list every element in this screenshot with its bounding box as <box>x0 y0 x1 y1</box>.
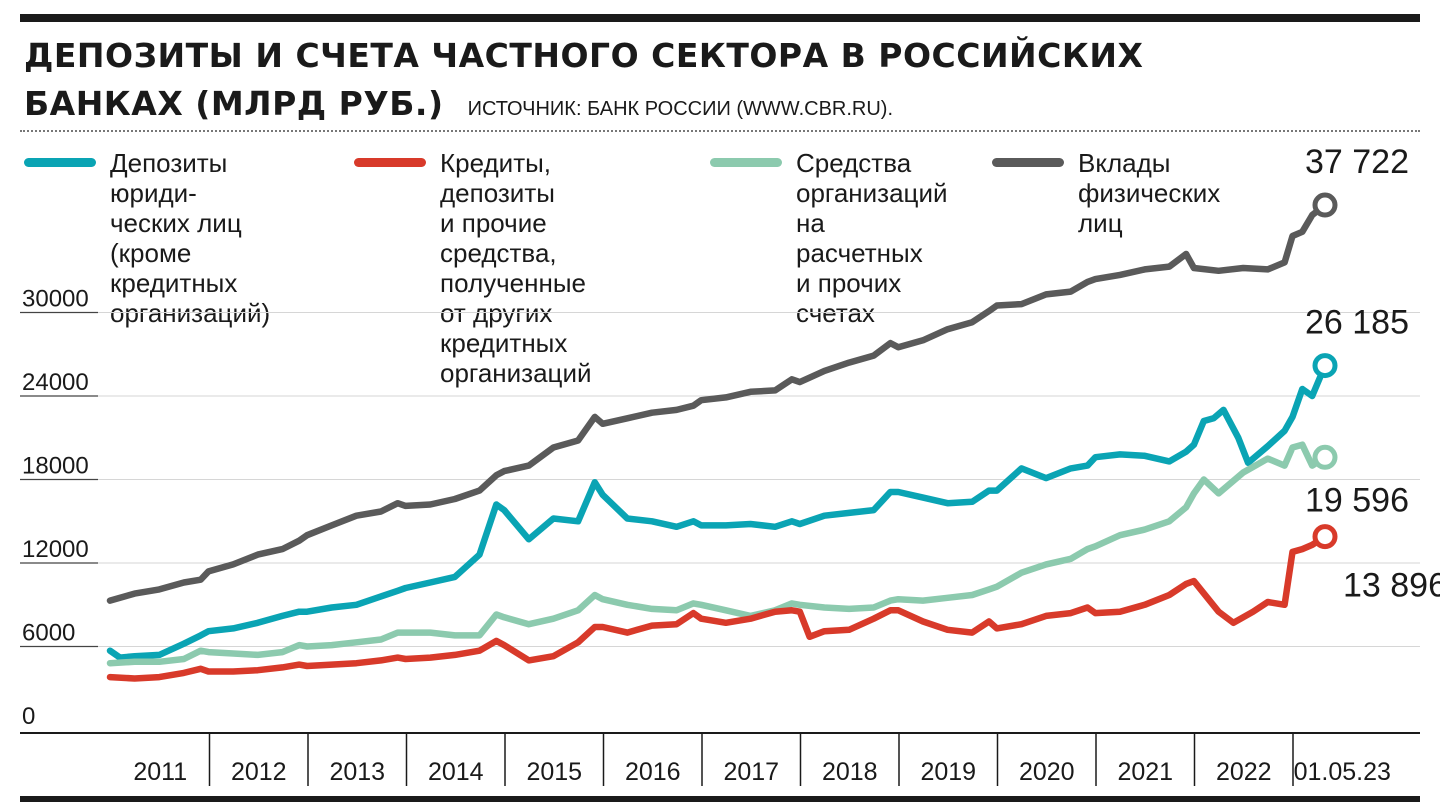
x-tick-label: 2014 <box>428 758 484 786</box>
series-line <box>106 533 1329 682</box>
series-end-marker <box>1312 524 1338 550</box>
y-tick-label: 24000 <box>22 369 89 396</box>
x-tick-label: 2013 <box>329 758 385 786</box>
legend-label-legal-entities: Депозиты юриди- ческих лиц (кроме кредит… <box>110 148 271 328</box>
legend-swatch-household-deposits <box>992 158 1064 167</box>
legend-swatch-interbank <box>354 158 426 167</box>
source-note: ИСТОЧНИК: БАНК РОССИИ (WWW.CBR.RU). <box>467 98 894 120</box>
series-line <box>106 441 1329 667</box>
x-tick-label: 2019 <box>920 758 976 786</box>
y-tick-label: 12000 <box>22 536 89 563</box>
x-tick-label: 2016 <box>625 758 681 786</box>
legend-swatch-legal-entities <box>24 158 96 167</box>
series-end-label: 13 896 <box>1343 567 1440 605</box>
bottom-rule <box>20 796 1420 802</box>
x-tick-label: 2011 <box>133 758 187 786</box>
series-end-marker <box>1312 192 1338 218</box>
y-tick-label: 6000 <box>22 620 75 647</box>
y-tick-label: 18000 <box>22 453 89 480</box>
y-tick-label: 30000 <box>22 286 89 313</box>
series-line <box>106 362 1329 661</box>
dotted-separator <box>20 130 1420 132</box>
legend-label-household-deposits: Вклады физических лиц <box>1078 148 1221 238</box>
x-tick-label: 2012 <box>231 758 287 786</box>
series-line <box>106 201 1329 604</box>
x-tick-label: 2017 <box>723 758 779 786</box>
series-end-label: 26 185 <box>1305 304 1409 342</box>
y-tick-label: 0 <box>22 703 35 730</box>
series-end-label: 37 722 <box>1305 143 1409 181</box>
x-tick-label: 2015 <box>526 758 582 786</box>
x-tick-label: 2020 <box>1019 758 1075 786</box>
legend-label-interbank: Кредиты, депозиты и прочие средства, пол… <box>440 148 592 388</box>
x-tick-label: 2022 <box>1216 758 1272 786</box>
chart-title-block: ДЕПОЗИТЫ И СЧЕТА ЧАСТНОГО СЕКТОРА В РОСС… <box>24 32 1204 133</box>
x-tick-label: 01.05.23 <box>1294 758 1391 786</box>
top-rule <box>20 14 1420 22</box>
series-end-marker <box>1312 353 1338 379</box>
legend-swatch-current-accounts <box>710 158 782 167</box>
x-tick-label: 2018 <box>822 758 878 786</box>
series-end-marker <box>1312 444 1338 470</box>
legend-label-current-accounts: Средства организаций на расчетных и проч… <box>796 148 948 328</box>
chart-title: ДЕПОЗИТЫ И СЧЕТА ЧАСТНОГО СЕКТОРА В РОСС… <box>24 36 1144 123</box>
series-end-label: 19 596 <box>1305 481 1409 519</box>
x-tick-label: 2021 <box>1117 758 1173 786</box>
